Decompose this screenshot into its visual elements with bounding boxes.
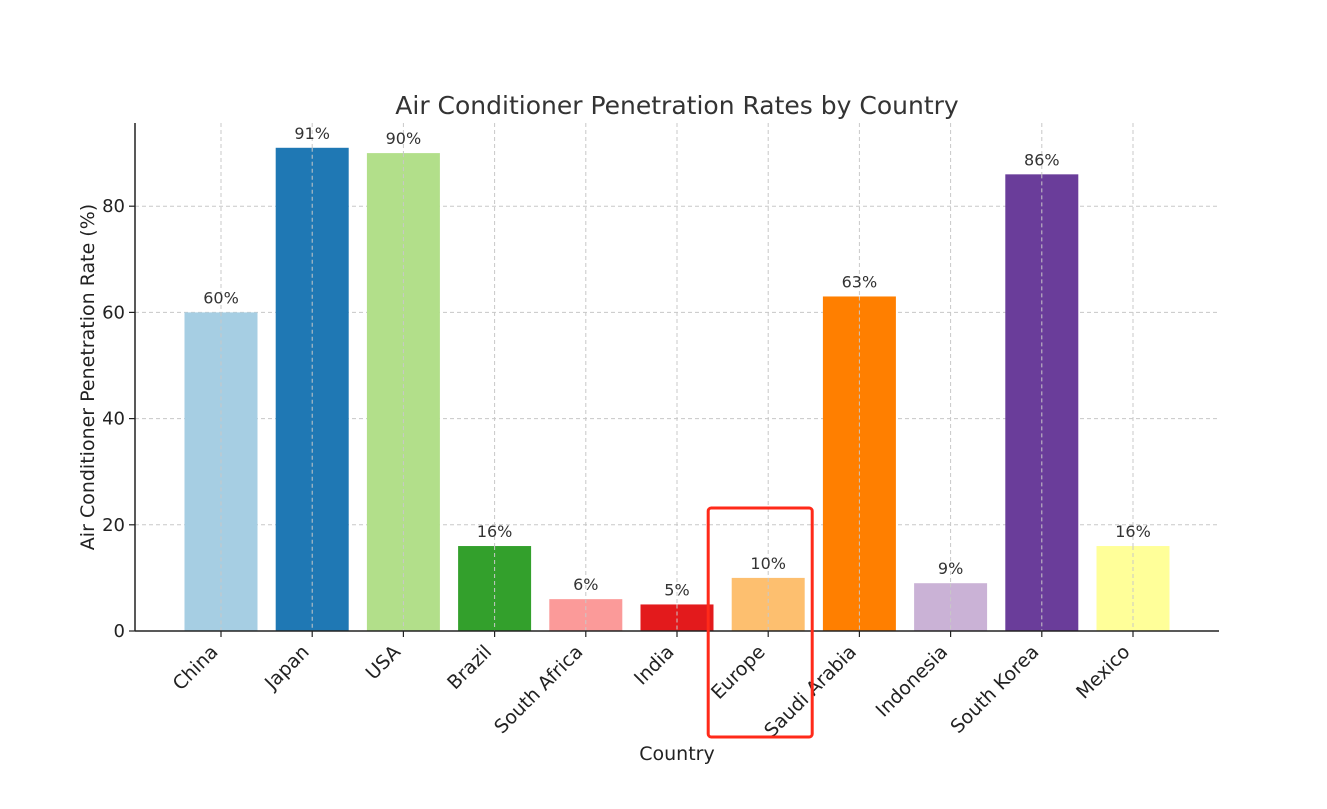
- highlight-box: [706, 506, 814, 739]
- y-tick-label: 40: [102, 409, 125, 430]
- data-label: 10%: [750, 554, 786, 573]
- data-label: 91%: [294, 124, 330, 143]
- highlight: [706, 506, 814, 739]
- data-labels: 60% 91% 90% 16% 6% 5% 10% 63% 9% 86% 16%: [203, 124, 1151, 600]
- y-ticks: 0 20 40 60 80: [102, 196, 135, 642]
- data-label: 6%: [573, 575, 598, 594]
- data-label: 5%: [664, 580, 689, 599]
- y-tick-label: 0: [114, 621, 125, 642]
- chart-title: Air Conditioner Penetration Rates by Cou…: [395, 91, 959, 120]
- y-tick-label: 60: [102, 302, 125, 323]
- y-axis-label: Air Conditioner Penetration Rate (%): [77, 204, 99, 550]
- x-tick-label: Brazil: [443, 641, 496, 694]
- data-label: 60%: [203, 288, 239, 307]
- x-tick-label: USA: [362, 641, 405, 684]
- y-tick-label: 20: [102, 515, 125, 536]
- data-label: 86%: [1024, 150, 1060, 169]
- data-label: 16%: [477, 522, 513, 541]
- x-tick-label: Europe: [707, 641, 770, 704]
- x-tick-label: South Korea: [946, 641, 1043, 738]
- x-tick-label: South Africa: [490, 641, 587, 738]
- bars: [184, 147, 1170, 632]
- x-tick-label: Mexico: [1072, 641, 1134, 703]
- x-tick-label: Saudi Arabia: [760, 641, 861, 742]
- x-tick-label: India: [630, 641, 679, 690]
- x-tick-label: China: [169, 641, 223, 695]
- data-label: 90%: [386, 129, 422, 148]
- data-label: 9%: [938, 559, 963, 578]
- x-tick-label: Japan: [260, 641, 314, 695]
- x-axis-label: Country: [639, 743, 714, 765]
- bar-saudi-arabia: [822, 296, 896, 631]
- bar-china: [184, 312, 258, 631]
- y-tick-label: 80: [102, 196, 125, 217]
- data-label: 63%: [842, 272, 878, 291]
- data-label: 16%: [1115, 522, 1151, 541]
- x-tick-label: Indonesia: [872, 641, 953, 722]
